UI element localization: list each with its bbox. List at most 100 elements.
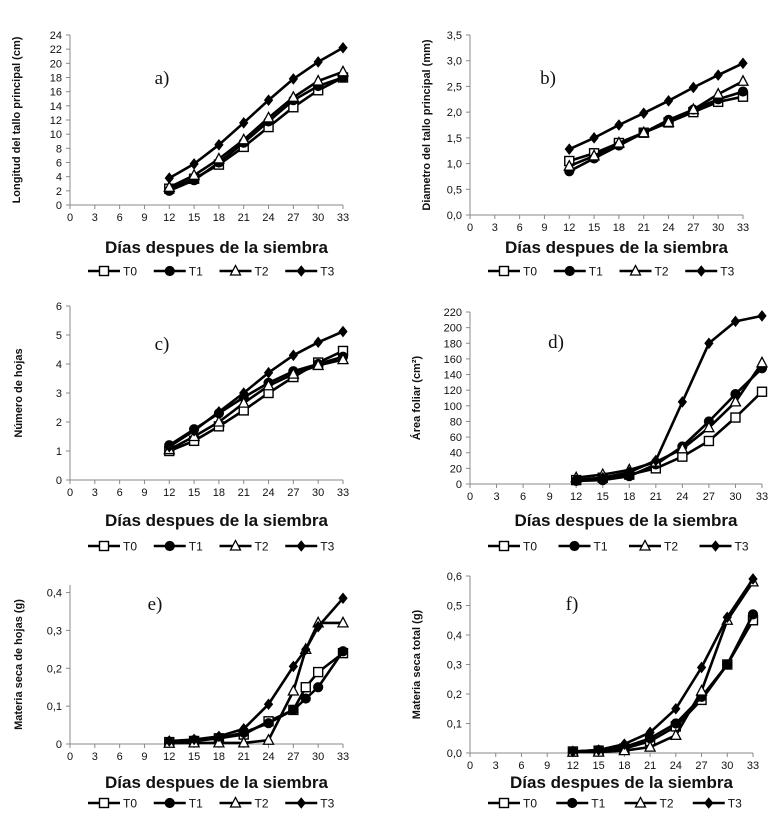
data-point <box>722 611 732 624</box>
x-tick-label: 6 <box>517 222 523 234</box>
x-tick-label: 24 <box>670 760 682 772</box>
series-line <box>576 314 763 482</box>
y-tick-label: 0,1 <box>447 719 462 731</box>
y-tick-label: 0,0 <box>447 210 462 222</box>
series-T3 <box>164 325 348 453</box>
x-tick-label: 27 <box>287 751 299 763</box>
data-point <box>338 325 348 338</box>
data-point <box>214 138 224 151</box>
legend-marker <box>634 796 647 808</box>
x-tick-label: 21 <box>238 751 250 763</box>
legend-label: T1 <box>589 265 603 279</box>
data-point <box>237 396 250 408</box>
x-tick-label: 24 <box>262 751 274 763</box>
data-point <box>212 152 225 164</box>
data-point <box>738 57 748 70</box>
data-point <box>189 158 199 170</box>
data-point <box>676 441 689 454</box>
legend-label: T0 <box>523 797 537 811</box>
data-point <box>337 646 349 657</box>
legend-marker <box>569 540 580 552</box>
data-point <box>237 735 250 748</box>
legend-label: T2 <box>660 797 674 811</box>
data-point <box>614 119 624 131</box>
x-tick-label: 15 <box>188 751 200 763</box>
x-tick-label: 30 <box>312 751 324 763</box>
data-point <box>669 728 682 740</box>
legend-marker <box>498 797 510 809</box>
x-tick-label: 3 <box>492 222 498 234</box>
legend-label: T1 <box>189 797 203 811</box>
data-point <box>663 95 674 107</box>
data-point <box>568 745 578 758</box>
legend-label: T3 <box>735 540 749 554</box>
series-T3 <box>568 573 758 758</box>
x-tick-label: 30 <box>312 487 324 499</box>
x-tick-label: 18 <box>613 222 625 234</box>
x-tick-label: 3 <box>92 751 98 763</box>
legend-item-T1: T1 <box>153 265 203 279</box>
legend: T0 T1 T2 T3 <box>88 264 335 279</box>
legend-label: T3 <box>320 540 334 554</box>
x-tick-label: 21 <box>644 760 656 772</box>
data-point <box>662 115 675 128</box>
x-tick-label: 27 <box>287 212 299 224</box>
y-tick-label: 0,5 <box>447 184 462 196</box>
data-point <box>288 704 299 716</box>
series-line <box>169 650 345 744</box>
x-tick-label: 21 <box>238 487 250 499</box>
y-tick-label: 5 <box>56 330 62 342</box>
y-tick-label: 1,0 <box>447 159 462 171</box>
y-tick-label: 22 <box>50 44 62 56</box>
y-tick-label: 180 <box>444 338 462 350</box>
legend: T0 T1 T2 T3 <box>88 796 335 811</box>
y-tick-label: 0,0 <box>447 748 462 760</box>
y-tick-label: 0,2 <box>447 689 462 701</box>
x-tick-label: 0 <box>467 222 473 234</box>
legend-item-T0: T0 <box>488 265 537 279</box>
series-line <box>568 62 744 151</box>
legend-label: T0 <box>123 265 137 279</box>
legend-label: T1 <box>591 797 605 811</box>
x-tick-label: 27 <box>703 491 715 503</box>
data-point <box>287 90 300 102</box>
series-line <box>168 330 344 448</box>
legend-marker <box>710 540 721 552</box>
x-tick-label: 12 <box>163 487 175 499</box>
data-point <box>312 666 324 678</box>
data-point <box>712 87 725 99</box>
data-point <box>713 69 723 81</box>
data-point <box>313 620 323 633</box>
series-line <box>168 46 344 180</box>
legend-label: T2 <box>655 265 669 279</box>
data-point <box>338 41 348 54</box>
x-tick-label: 0 <box>67 751 73 763</box>
legend-marker <box>296 540 306 552</box>
legend-label: T2 <box>255 540 269 554</box>
data-point <box>189 733 199 746</box>
data-point <box>747 609 759 620</box>
y-tick-label: 0,1 <box>47 701 62 713</box>
data-point <box>237 132 250 145</box>
data-point <box>619 738 630 750</box>
legend-item-T3: T3 <box>685 265 735 279</box>
legend-item-T3: T3 <box>285 540 335 554</box>
y-axis-label: Materia seca total (g) <box>411 609 423 719</box>
x-tick-label: 6 <box>117 212 123 224</box>
panel-label: a) <box>155 68 170 89</box>
y-tick-label: 40 <box>450 448 462 460</box>
panel-d: 0 3 6 9 12 15 18 21 24 27 30 33 0 20 40 60 80 100 120 140 16… <box>410 307 768 554</box>
data-point <box>696 661 707 674</box>
x-tick-label: 21 <box>650 491 662 503</box>
data-point <box>637 125 650 138</box>
legend-label: T0 <box>523 265 537 279</box>
x-tick-label: 24 <box>676 491 688 503</box>
legend-item-T2: T2 <box>619 264 669 279</box>
data-point <box>336 615 350 628</box>
legend-marker <box>498 540 510 552</box>
series-T0 <box>164 647 349 748</box>
data-point <box>748 573 758 585</box>
series-T1 <box>571 363 768 486</box>
y-axis-label: Diametro del tallo principal (mm) <box>421 39 433 210</box>
legend-marker <box>98 797 110 809</box>
